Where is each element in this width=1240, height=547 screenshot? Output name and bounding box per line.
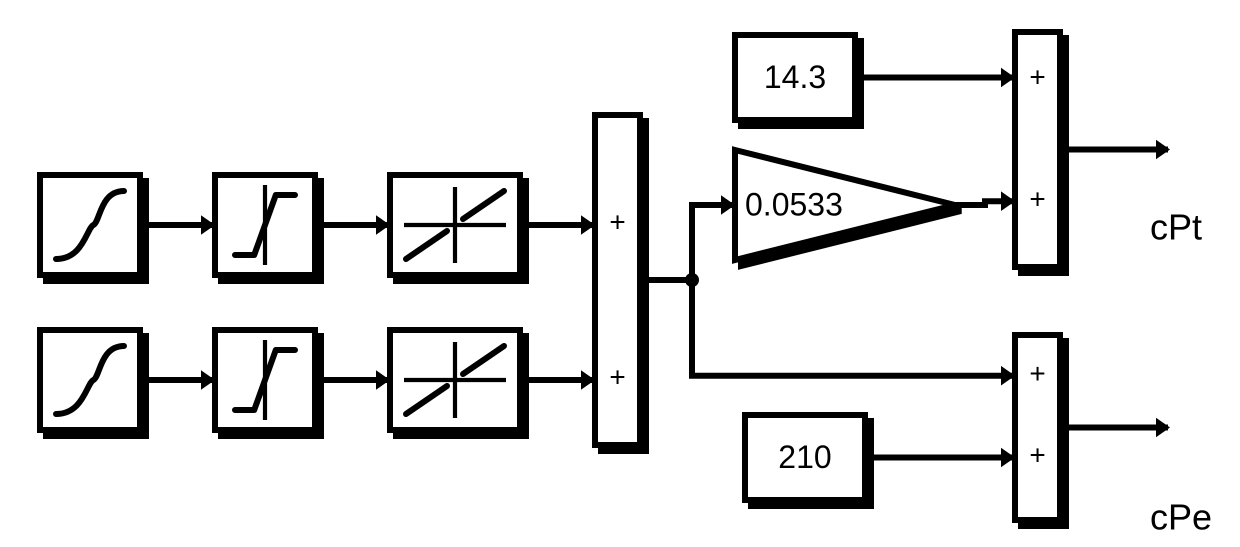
sum-bot-block-in1-label: + — [1029, 439, 1045, 470]
output-cpe-label: cPe — [1150, 497, 1212, 538]
sum-bot-block-in0-label: + — [1029, 358, 1045, 389]
wire — [692, 205, 733, 280]
output-cpt-label: cPt — [1150, 207, 1202, 248]
sum-mid-block-in1-label: + — [609, 361, 625, 392]
wire — [692, 280, 1013, 376]
sum-top-block-in0-label: + — [1029, 61, 1045, 92]
const1-block-value: 14.3 — [764, 59, 826, 95]
gain-block-value: 0.0533 — [745, 186, 843, 222]
sum-mid-block-in0-label: + — [609, 206, 625, 237]
arrowhead — [1156, 418, 1170, 438]
const2-block-value: 210 — [778, 439, 831, 475]
sum-mid-block — [595, 115, 640, 445]
sum-top-block-in1-label: + — [1029, 184, 1045, 215]
arrowhead — [1156, 140, 1170, 160]
